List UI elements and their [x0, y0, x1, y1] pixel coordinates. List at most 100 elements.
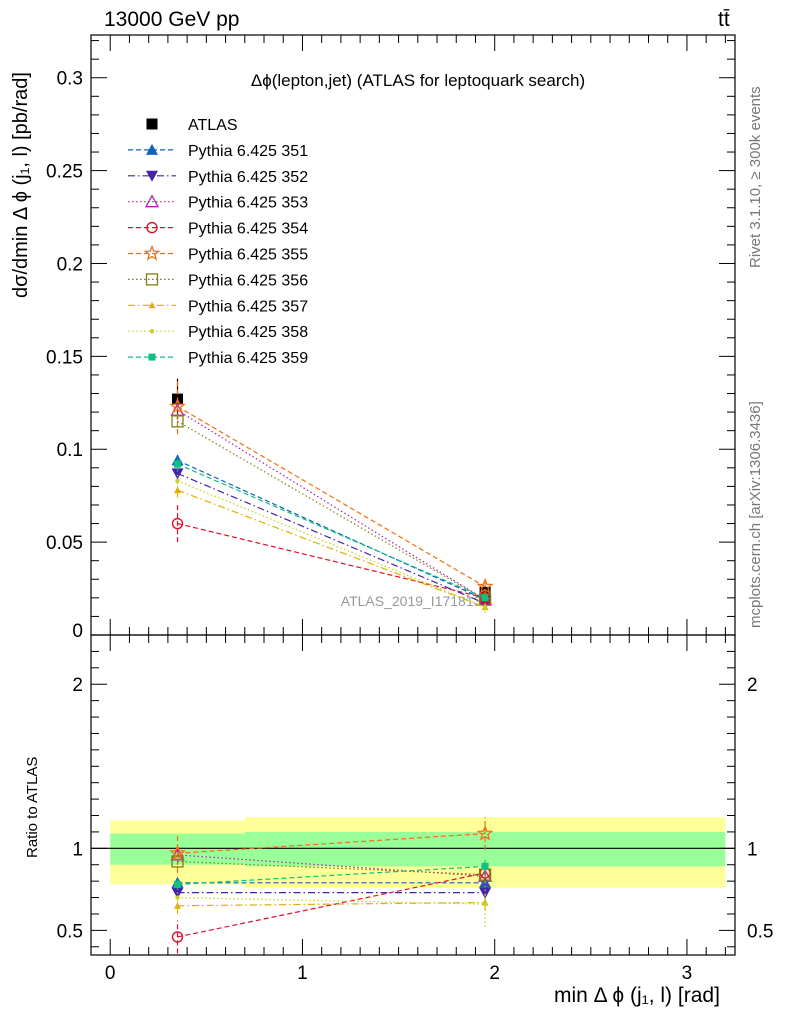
- mcplots-label: mcplots.cern.ch [arXiv:1306.3436]: [747, 401, 764, 628]
- series-5-point: [476, 577, 494, 594]
- watermark: ATLAS_2019_I1718132: [341, 593, 490, 609]
- ratio-series-8-point: [482, 901, 488, 907]
- series-2-line: [177, 472, 486, 604]
- ratio-xtick-label: 0: [105, 963, 116, 984]
- series-8-line: [177, 480, 486, 608]
- legend-entry-6-label: Pythia 6.425 356: [188, 272, 308, 289]
- ratio-series-5-point-shape: [476, 824, 494, 841]
- legend-entry-1-marker-shape: [146, 143, 158, 155]
- series-4-point: [171, 517, 184, 530]
- ratio-ytick-label: 0.5: [57, 921, 83, 942]
- ratio-y-axis-label: Ratio to ATLAS: [24, 756, 41, 858]
- legend-entry-9-marker-shape: [148, 353, 156, 361]
- main-ytick-label: 0.15: [46, 347, 83, 368]
- series-5-point-shape: [476, 577, 494, 594]
- series-1-line: [177, 459, 486, 601]
- series-8-point-shape: [482, 604, 488, 610]
- ratio-series-9-point-shape: [481, 862, 489, 870]
- legend-entry-5-marker-shape: [143, 244, 161, 261]
- legend-entry-9-marker: [148, 353, 156, 361]
- legend-entry-4-marker: [146, 221, 158, 234]
- series-8-point: [175, 478, 180, 484]
- legend-entry-4-marker-shape: [146, 221, 158, 234]
- legend-entry-8-marker: [149, 329, 155, 334]
- ratio-series-8-point-shape: [175, 895, 180, 900]
- legend-entry-7-label: Pythia 6.425 357: [188, 298, 308, 315]
- legend-entry-1-marker: [146, 143, 158, 155]
- series-5-line: [177, 405, 486, 588]
- legend-entry-8-label: Pythia 6.425 358: [188, 324, 308, 341]
- series-9-point: [481, 594, 489, 602]
- legend-entry-0-marker-shape: [146, 118, 158, 130]
- series-6-point: [171, 415, 184, 428]
- ratio-series-8-line: [177, 896, 486, 905]
- ratio-series-4-point: [171, 931, 184, 943]
- legend-entry-6-marker: [145, 273, 159, 286]
- main-y-axis-label: dσ/dmin Δ ϕ (j₁, l) [pb/rad]: [10, 72, 32, 298]
- ratio-series-4-point-shape: [171, 931, 184, 943]
- series-9-point: [174, 460, 182, 468]
- ratio-series-9-point-shape: [174, 880, 182, 888]
- ratio-series-2-point: [479, 887, 492, 899]
- series-9-point-shape: [481, 594, 489, 602]
- ratio-ytick-label-right: 1: [747, 839, 758, 860]
- series-9-line: [177, 463, 486, 599]
- legend-entry-1-label: Pythia 6.425 351: [188, 143, 308, 160]
- series-2-point-shape: [171, 468, 184, 480]
- main-panel: 0 0.05 0.1 0.15 0.2 0.25 0.3 Δϕ(lepton,jet) (AT…: [46, 34, 736, 642]
- legend-entry-3-label: Pythia 6.425 353: [188, 195, 308, 212]
- series-7-point-shape: [174, 486, 182, 494]
- ratio-series-7-line: [177, 901, 486, 907]
- legend-entry-2-label: Pythia 6.425 352: [188, 169, 308, 186]
- ratio-series-4-line: [177, 872, 486, 938]
- legend-entry-3-marker-shape: [144, 194, 160, 208]
- ratio-ytick-label: 2: [72, 675, 83, 696]
- energy-label: 13000 GeV pp: [104, 8, 240, 31]
- series-7-line: [177, 489, 486, 608]
- legend-entry-0-label: ATLAS: [188, 117, 238, 134]
- legend-entry-7-marker-shape: [148, 301, 156, 309]
- series-5-point: [169, 397, 186, 414]
- main-ytick-label: 0: [72, 621, 83, 642]
- series-8-point: [482, 604, 488, 610]
- legend-entry-2-marker: [146, 170, 158, 182]
- series-4-line: [177, 522, 486, 599]
- main-ytick-label: 0.3: [57, 69, 83, 90]
- ratio-ytick-label-right: 0.5: [747, 921, 773, 942]
- main-ytick-label: 0.1: [57, 440, 83, 461]
- ratio-xtick-label: 1: [297, 963, 308, 984]
- ratio-frame: [90, 634, 736, 956]
- x-axis-label: min Δ ϕ (j₁, l) [rad]: [554, 984, 720, 1007]
- series-6-line: [177, 420, 486, 601]
- main-ytick-label: 0.25: [46, 162, 83, 183]
- series-9-point-shape: [174, 460, 182, 468]
- legend-entry-7-marker: [148, 301, 156, 309]
- series-7-point: [174, 486, 182, 494]
- ratio-series-9-point: [481, 862, 489, 870]
- legend-entry-9-label: Pythia 6.425 359: [188, 350, 308, 367]
- series-2-point: [171, 468, 184, 480]
- ratio-xtick-label: 3: [682, 963, 693, 984]
- ratio-panel: 0.5 0.5 1 1 2 2 0 1 2 3: [57, 634, 773, 984]
- series-8-point-shape: [175, 478, 180, 484]
- main-ytick-label: 0.2: [57, 254, 83, 275]
- series-3-line: [177, 409, 486, 601]
- ratio-xtick-label: 2: [489, 963, 500, 984]
- main-title: Δϕ(lepton,jet) (ATLAS for leptoquark sea…: [251, 71, 585, 90]
- legend-entry-5-marker: [143, 244, 161, 261]
- ratio-series-9-point: [174, 880, 182, 888]
- ratio-series-8-point: [175, 895, 180, 900]
- series-4-point-shape: [171, 517, 184, 530]
- legend-entry-3-marker: [144, 194, 160, 208]
- rivet-version-label: Rivet 3.1.10, ≥ 300k events: [747, 86, 764, 268]
- ratio-series-6-point-shape: [171, 855, 184, 868]
- ratio-series-8-point-shape: [482, 901, 488, 907]
- ratio-series-5-point: [476, 824, 494, 841]
- legend-entry-8-marker-shape: [149, 329, 155, 334]
- ratio-ytick-label: 1: [72, 839, 83, 860]
- main-ytick-label: 0.05: [46, 533, 83, 554]
- legend-entry-0-marker: [146, 118, 158, 130]
- legend-entry-6-marker-shape: [145, 273, 159, 286]
- ratio-series-9-line: [177, 865, 486, 886]
